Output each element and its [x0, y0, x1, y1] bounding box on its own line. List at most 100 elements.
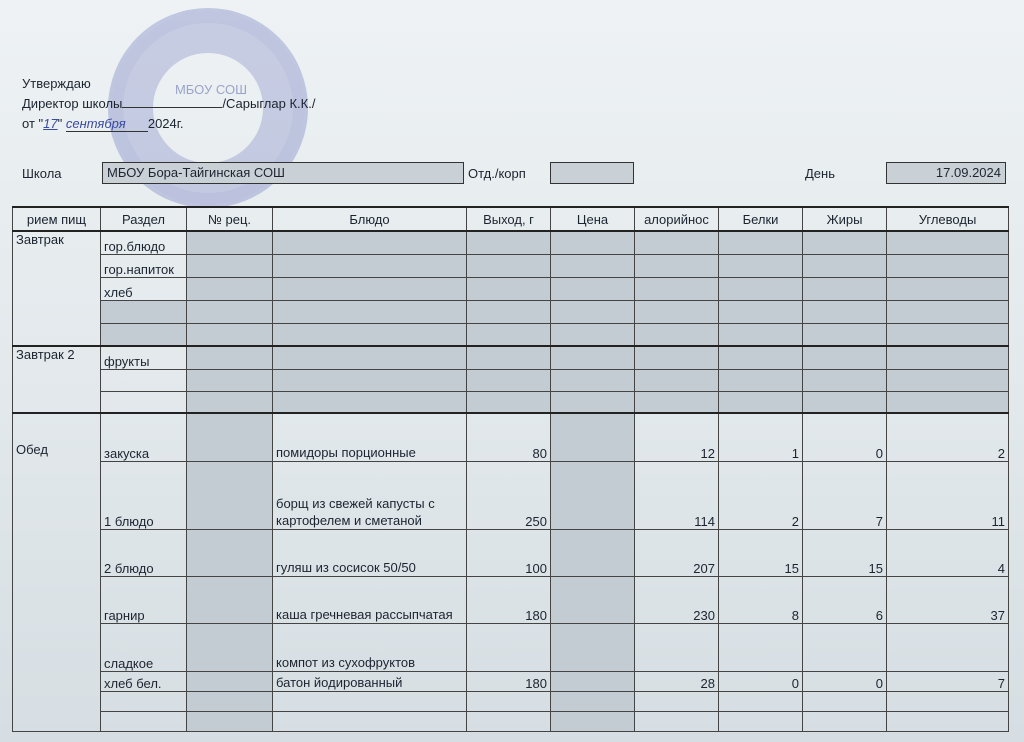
column-header: Выход, г	[466, 206, 551, 232]
recipe-cell	[186, 253, 273, 278]
kcal-cell	[634, 345, 719, 370]
yield-cell	[466, 299, 551, 324]
section-cell: 1 блюдо	[100, 460, 187, 530]
protein-cell	[718, 390, 803, 414]
yield-cell	[466, 230, 551, 255]
protein-cell	[718, 368, 803, 392]
price-cell	[550, 670, 635, 692]
carbs-cell	[886, 299, 1009, 324]
price-cell	[550, 276, 635, 301]
price-cell	[550, 690, 635, 712]
day-field: 17.09.2024	[886, 162, 1006, 184]
price-cell	[550, 299, 635, 324]
kcal-cell	[634, 390, 719, 414]
recipe-cell	[186, 622, 273, 672]
carbs-cell: 7	[886, 670, 1009, 692]
carbs-cell	[886, 276, 1009, 301]
kcal-cell: 28	[634, 670, 719, 692]
fat-cell: 0	[802, 412, 887, 462]
table-row	[13, 368, 1009, 392]
section-cell	[100, 299, 187, 324]
kcal-cell	[634, 368, 719, 392]
dish-cell	[272, 322, 467, 347]
section-cell: фрукты	[100, 345, 187, 370]
dish-cell	[272, 345, 467, 370]
dish-cell	[272, 690, 467, 712]
dish-cell	[272, 276, 467, 301]
table-row: сладкое компот из сухофруктов	[13, 622, 1009, 672]
carbs-cell: 4	[886, 528, 1009, 577]
dish-cell	[272, 390, 467, 414]
column-header: Углеводы	[886, 206, 1009, 232]
dish-cell: гуляш из сосисок 50/50	[272, 528, 467, 577]
fat-cell	[802, 230, 887, 255]
recipe-cell	[186, 412, 273, 462]
fat-cell: 6	[802, 575, 887, 624]
section-cell: сладкое	[100, 622, 187, 672]
table-row	[13, 299, 1009, 324]
dept-label: Отд./корп	[468, 166, 526, 181]
fat-cell	[802, 253, 887, 278]
column-header: алорийнос	[634, 206, 719, 232]
yield-cell: 80	[466, 412, 551, 462]
price-cell	[550, 622, 635, 672]
table-row: гор.напиток	[13, 253, 1009, 278]
yield-cell: 250	[466, 460, 551, 530]
recipe-cell	[186, 460, 273, 530]
kcal-cell: 114	[634, 460, 719, 530]
dish-cell	[272, 710, 467, 732]
section-cell: гарнир	[100, 575, 187, 624]
protein-cell: 0	[718, 670, 803, 692]
recipe-cell	[186, 528, 273, 577]
section-cell	[100, 710, 187, 732]
protein-cell	[718, 710, 803, 732]
fat-cell	[802, 345, 887, 370]
carbs-cell	[886, 710, 1009, 732]
carbs-cell	[886, 253, 1009, 278]
kcal-cell	[634, 322, 719, 347]
recipe-cell	[186, 276, 273, 301]
price-cell	[550, 528, 635, 577]
protein-cell	[718, 276, 803, 301]
kcal-cell: 12	[634, 412, 719, 462]
yield-cell	[466, 345, 551, 370]
table-row	[13, 322, 1009, 347]
dept-field	[550, 162, 634, 184]
recipe-cell	[186, 710, 273, 732]
kcal-cell	[634, 230, 719, 255]
recipe-cell	[186, 390, 273, 414]
dish-cell	[272, 253, 467, 278]
protein-cell	[718, 322, 803, 347]
kcal-cell: 207	[634, 528, 719, 577]
protein-cell	[718, 230, 803, 255]
fat-cell	[802, 710, 887, 732]
carbs-cell	[886, 390, 1009, 414]
price-cell	[550, 345, 635, 370]
price-cell	[550, 253, 635, 278]
fat-cell	[802, 299, 887, 324]
dish-cell	[272, 368, 467, 392]
section-cell: гор.напиток	[100, 253, 187, 278]
protein-cell: 15	[718, 528, 803, 577]
dish-cell: компот из сухофруктов	[272, 622, 467, 672]
fat-cell	[802, 390, 887, 414]
column-header: Раздел	[100, 206, 187, 232]
carbs-cell	[886, 690, 1009, 712]
yield-cell	[466, 322, 551, 347]
price-cell	[550, 412, 635, 462]
section-cell	[100, 368, 187, 392]
dish-cell	[272, 230, 467, 255]
menu-table: рием пищ Раздел № рец. Блюдо Выход, г Цена ало…	[12, 206, 1009, 732]
table-row	[13, 690, 1009, 712]
fat-cell: 7	[802, 460, 887, 530]
dish-cell: борщ из свежей капусты с картофелем и см…	[272, 460, 467, 530]
table-row: 2 блюдо гуляш из сосисок 50/50 100 207 15 15 4	[13, 528, 1009, 577]
price-cell	[550, 230, 635, 255]
meal-cell: Обед	[12, 412, 101, 732]
school-field: МБОУ Бора-Тайгинская СОШ	[102, 162, 464, 184]
column-header: Блюдо	[272, 206, 467, 232]
carbs-cell: 11	[886, 460, 1009, 530]
column-header: Жиры	[802, 206, 887, 232]
protein-cell: 8	[718, 575, 803, 624]
column-header: Белки	[718, 206, 803, 232]
